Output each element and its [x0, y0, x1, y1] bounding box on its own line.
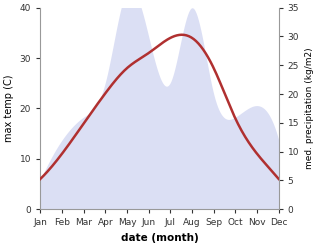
X-axis label: date (month): date (month)	[121, 233, 198, 243]
Y-axis label: med. precipitation (kg/m2): med. precipitation (kg/m2)	[305, 48, 314, 169]
Y-axis label: max temp (C): max temp (C)	[4, 75, 14, 142]
